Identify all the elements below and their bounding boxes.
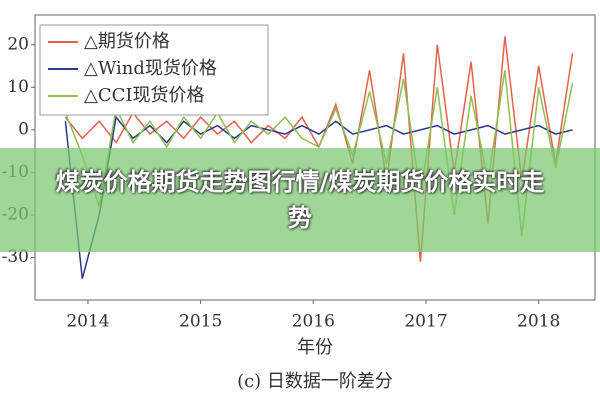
y-tick-label: 20: [7, 34, 29, 54]
x-tick-label: 2016: [292, 312, 335, 332]
y-tick-label: 0: [18, 119, 29, 139]
x-axis-label: 年份: [297, 337, 333, 358]
overlay-banner: 煤炭价格期货走势图行情/煤炭期货价格实时走势: [0, 148, 600, 252]
x-tick-label: 2014: [66, 312, 109, 332]
y-tick-label: 10: [7, 77, 29, 97]
x-tick-label: 2017: [404, 312, 447, 332]
legend-label: △期货价格: [84, 31, 170, 52]
legend-label: △Wind现货价格: [84, 58, 217, 79]
series-line: [64, 115, 573, 279]
legend-label: △CCI现货价格: [84, 85, 205, 106]
overlay-title: 煤炭价格期货走势图行情/煤炭期货价格实时走势: [55, 168, 545, 232]
caption: (c) 日数据一阶差分: [237, 371, 393, 392]
x-tick-label: 2015: [179, 312, 222, 332]
x-tick-label: 2018: [517, 312, 560, 332]
